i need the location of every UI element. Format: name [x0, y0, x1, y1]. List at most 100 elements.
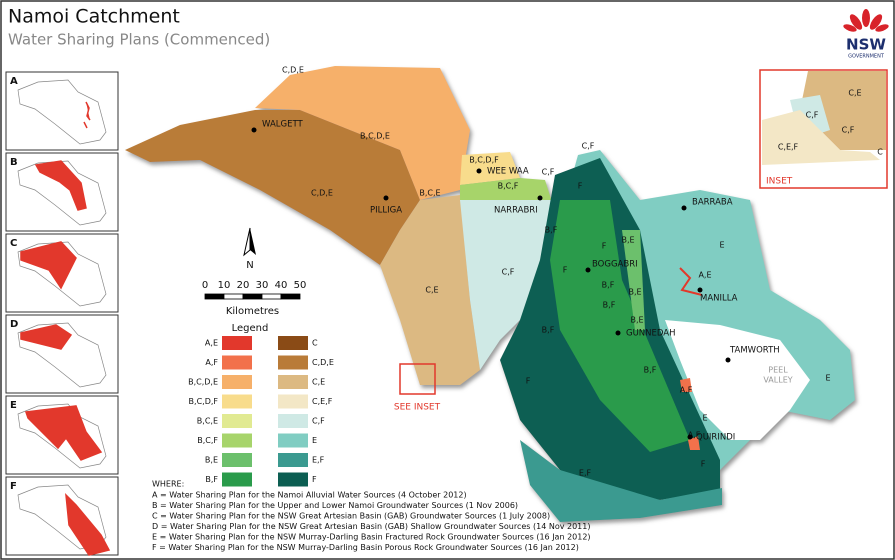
region-label: C,F — [542, 168, 555, 177]
inset: INSET — [759, 69, 888, 189]
town-label: GUNNEDAH — [626, 329, 676, 339]
note-line: C = Water Sharing Plan for the NSW Great… — [152, 512, 550, 521]
legend-label: C — [312, 339, 318, 348]
region-label: B,F — [603, 301, 616, 310]
logo-text: NSW — [846, 36, 886, 54]
scale-tick-label: 0 — [202, 280, 208, 291]
town-label: BOGGABRI — [592, 260, 638, 270]
region-label: B,E — [621, 236, 634, 245]
region — [688, 436, 700, 450]
legend-swatch — [278, 355, 308, 370]
region-label: F — [526, 377, 531, 386]
legend-swatch — [278, 453, 308, 467]
peel-valley-label: PEEL — [768, 366, 788, 375]
legend-swatch — [222, 394, 252, 409]
region — [380, 195, 480, 385]
panel-outline — [17, 79, 107, 145]
peel-valley-area — [665, 320, 810, 440]
scale-segment — [204, 293, 225, 300]
legend-swatch — [278, 375, 308, 389]
legend-label: F — [312, 475, 317, 484]
north-label: N — [246, 260, 253, 271]
inset-label: C — [877, 148, 883, 157]
subtitle: Water Sharing Plans (Commenced) — [8, 31, 270, 49]
labels: C,D,E B,C,D,E C,D,E B,C,E B,C,D,F B,C,F C,F C,F… — [251, 66, 883, 478]
town-dot — [615, 330, 621, 336]
legend-label: A,F — [205, 358, 218, 367]
region-label: C,E — [425, 286, 438, 295]
legend-label: B,C,F — [197, 436, 218, 445]
region-label: A,F — [688, 431, 701, 440]
region — [679, 267, 703, 296]
town-label: NARRABRI — [494, 206, 538, 216]
region-label: E — [702, 414, 707, 423]
catchment — [125, 66, 855, 522]
legend-swatch — [222, 453, 252, 467]
region-label: B,C,E — [419, 189, 440, 198]
legend-swatch — [222, 472, 252, 487]
region — [255, 66, 470, 200]
region — [622, 230, 645, 330]
panel-label: A — [10, 76, 18, 87]
region-label: B,C,F — [498, 182, 519, 191]
logo-subtext: GOVERNMENT — [848, 54, 885, 60]
town-dot — [681, 205, 687, 211]
legend-label: B,C,D,F — [189, 397, 219, 406]
region-label: B,F — [545, 226, 558, 235]
legend-swatch — [222, 355, 252, 370]
scale-tick-label: 20 — [237, 280, 250, 291]
panel: B — [5, 152, 119, 232]
panel-highlight — [65, 492, 111, 556]
legend-swatch — [278, 472, 308, 487]
panel-label: B — [10, 157, 18, 168]
region — [460, 178, 552, 202]
town-label: TAMWORTH — [729, 346, 780, 356]
legend-swatch — [278, 414, 308, 428]
legend-swatch — [278, 394, 308, 409]
panel-highlight — [24, 405, 103, 461]
region — [460, 152, 520, 185]
nsw-logo: NSW GOVERNMENT — [843, 9, 889, 60]
region — [460, 200, 552, 370]
town-dot — [585, 267, 591, 273]
region — [520, 440, 722, 522]
scale-unit: Kilometres — [226, 306, 279, 317]
region — [550, 200, 690, 452]
legend-swatch — [278, 433, 308, 448]
legend-swatch — [278, 336, 308, 350]
panel-label: F — [10, 481, 17, 492]
legend-swatch — [222, 336, 252, 350]
region-label: C,D,E — [311, 189, 333, 198]
legend-label: C,F — [312, 417, 325, 426]
town-label: WEE WAA — [487, 167, 529, 177]
panel: F — [5, 476, 119, 556]
region-label: B,E — [628, 288, 641, 297]
inset-label: C,E,F — [778, 143, 799, 152]
scale-segment — [261, 293, 282, 300]
region-label: F — [578, 182, 583, 191]
town-dot — [725, 357, 731, 363]
legend-title: Legend — [232, 323, 269, 334]
region-label: F — [602, 242, 607, 251]
note-line: D = Water Sharing Plan for the NSW Great… — [152, 522, 590, 531]
region-label: A,F — [680, 386, 693, 395]
region — [680, 378, 692, 392]
region-label: E,F — [579, 469, 592, 478]
north-arrow: N — [243, 227, 256, 271]
region-label: A,E — [698, 271, 711, 280]
legend-swatch — [222, 433, 252, 448]
town-label: PILLIGA — [370, 206, 402, 216]
inset-marker — [399, 363, 436, 395]
legend-label: C,E — [312, 378, 325, 387]
peel-valley-label: VALLEY — [763, 376, 792, 385]
panel: E — [5, 395, 119, 475]
note-line: A = Water Sharing Plan for the Namoi All… — [152, 491, 467, 500]
title: Namoi Catchment — [8, 6, 180, 28]
see-inset: SEE INSET — [394, 403, 441, 413]
region-label: E — [825, 374, 830, 383]
town-label: MANILLA — [700, 294, 738, 304]
inset-label: C,E — [848, 89, 861, 98]
legend-label: B,E — [205, 456, 218, 465]
legend-label: C,D,E — [312, 358, 334, 367]
